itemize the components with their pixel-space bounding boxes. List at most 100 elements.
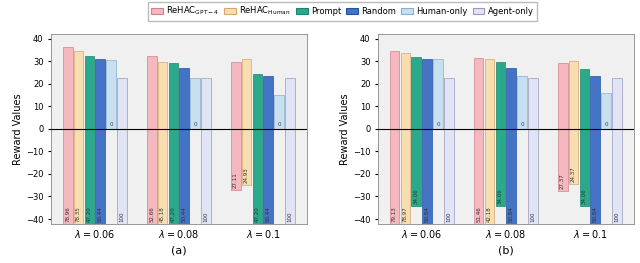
Bar (568, 129, 579, 184)
Bar (412, 129, 421, 206)
Bar (484, 59, 495, 129)
Text: 27.11: 27.11 (233, 173, 238, 188)
Bar (557, 63, 568, 129)
Text: 100: 100 (120, 211, 125, 222)
Bar (517, 76, 527, 129)
X-axis label: (b): (b) (498, 246, 514, 256)
Bar (63, 129, 72, 263)
Bar (433, 59, 443, 129)
Text: 0: 0 (278, 122, 281, 127)
Bar (528, 129, 538, 263)
Text: 51.46: 51.46 (476, 206, 481, 222)
Bar (157, 129, 168, 231)
Bar (157, 62, 168, 129)
Text: 47.20: 47.20 (171, 206, 176, 222)
Text: 79.13: 79.13 (392, 206, 397, 222)
Bar (179, 129, 189, 242)
Text: 47.20: 47.20 (87, 206, 92, 222)
Bar (242, 129, 252, 185)
Bar (202, 78, 211, 129)
Bar (168, 129, 179, 235)
Text: 100: 100 (204, 211, 209, 222)
Bar (117, 78, 127, 129)
Text: 42.18: 42.18 (487, 206, 492, 222)
Bar (168, 63, 179, 129)
Bar (285, 129, 295, 263)
Bar (602, 93, 611, 129)
Bar (401, 53, 410, 129)
Bar (612, 129, 622, 263)
Bar (474, 58, 483, 129)
Bar (84, 129, 94, 235)
Bar (495, 129, 506, 206)
Bar (390, 129, 399, 263)
Bar (557, 129, 568, 191)
Bar (63, 47, 72, 129)
Bar (106, 60, 116, 129)
Text: 34.06: 34.06 (582, 188, 587, 204)
Bar (275, 95, 284, 129)
Text: 100: 100 (447, 211, 452, 222)
Text: 34.06: 34.06 (414, 188, 419, 204)
Text: 0: 0 (605, 122, 608, 127)
Bar (528, 78, 538, 129)
Text: 50.84: 50.84 (509, 206, 514, 222)
Text: 78.97: 78.97 (403, 206, 408, 222)
Text: 78.35: 78.35 (76, 206, 81, 222)
Text: 24.93: 24.93 (244, 168, 249, 183)
Bar (190, 78, 200, 129)
Bar (285, 78, 295, 129)
Bar (264, 76, 273, 129)
Bar (412, 57, 421, 129)
Y-axis label: Reward Values: Reward Values (13, 93, 23, 165)
Text: 100: 100 (614, 211, 620, 222)
Bar (179, 68, 189, 129)
Text: 50.84: 50.84 (593, 206, 598, 222)
Text: 0: 0 (520, 122, 524, 127)
Text: 50.44: 50.44 (98, 206, 103, 222)
Bar (95, 129, 105, 242)
Text: 27.37: 27.37 (560, 173, 565, 189)
Bar (202, 129, 211, 263)
Bar (147, 55, 157, 129)
Bar (147, 129, 157, 247)
Y-axis label: Reward Values: Reward Values (340, 93, 350, 165)
Bar (591, 129, 600, 244)
Bar (242, 59, 252, 129)
Text: 100: 100 (531, 211, 536, 222)
Bar (506, 129, 516, 244)
Bar (253, 74, 262, 129)
Bar (444, 78, 454, 129)
Bar (484, 129, 495, 224)
Bar (231, 129, 241, 190)
Bar (422, 129, 432, 244)
Bar (444, 129, 454, 263)
Text: 45.18: 45.18 (160, 206, 165, 222)
Bar (401, 129, 410, 263)
Text: 0: 0 (436, 122, 440, 127)
Text: 47.20: 47.20 (255, 206, 260, 222)
Bar (568, 61, 579, 129)
Bar (591, 76, 600, 129)
Bar (74, 129, 83, 263)
Text: 50.44: 50.44 (266, 206, 271, 222)
Bar (506, 68, 516, 129)
Bar (580, 69, 589, 129)
Bar (474, 129, 483, 245)
X-axis label: (a): (a) (171, 246, 187, 256)
Bar (84, 55, 94, 129)
Bar (390, 51, 399, 129)
Bar (422, 59, 432, 129)
Text: 0: 0 (193, 122, 197, 127)
Text: 50.84: 50.84 (425, 206, 430, 222)
Bar (253, 129, 262, 235)
Text: 0: 0 (109, 122, 113, 127)
Bar (95, 59, 105, 129)
Bar (117, 129, 127, 263)
Text: 78.96: 78.96 (65, 206, 70, 222)
Bar (495, 62, 506, 129)
Text: 52.66: 52.66 (149, 206, 154, 222)
Text: 34.06: 34.06 (498, 188, 503, 204)
Legend: ReHAC$_{\mathrm{GPT-4}}$, ReHAC$_{\mathrm{Human}}$, Prompt, Random, Human-only, : ReHAC$_{\mathrm{GPT-4}}$, ReHAC$_{\mathr… (148, 2, 537, 21)
Bar (74, 51, 83, 129)
